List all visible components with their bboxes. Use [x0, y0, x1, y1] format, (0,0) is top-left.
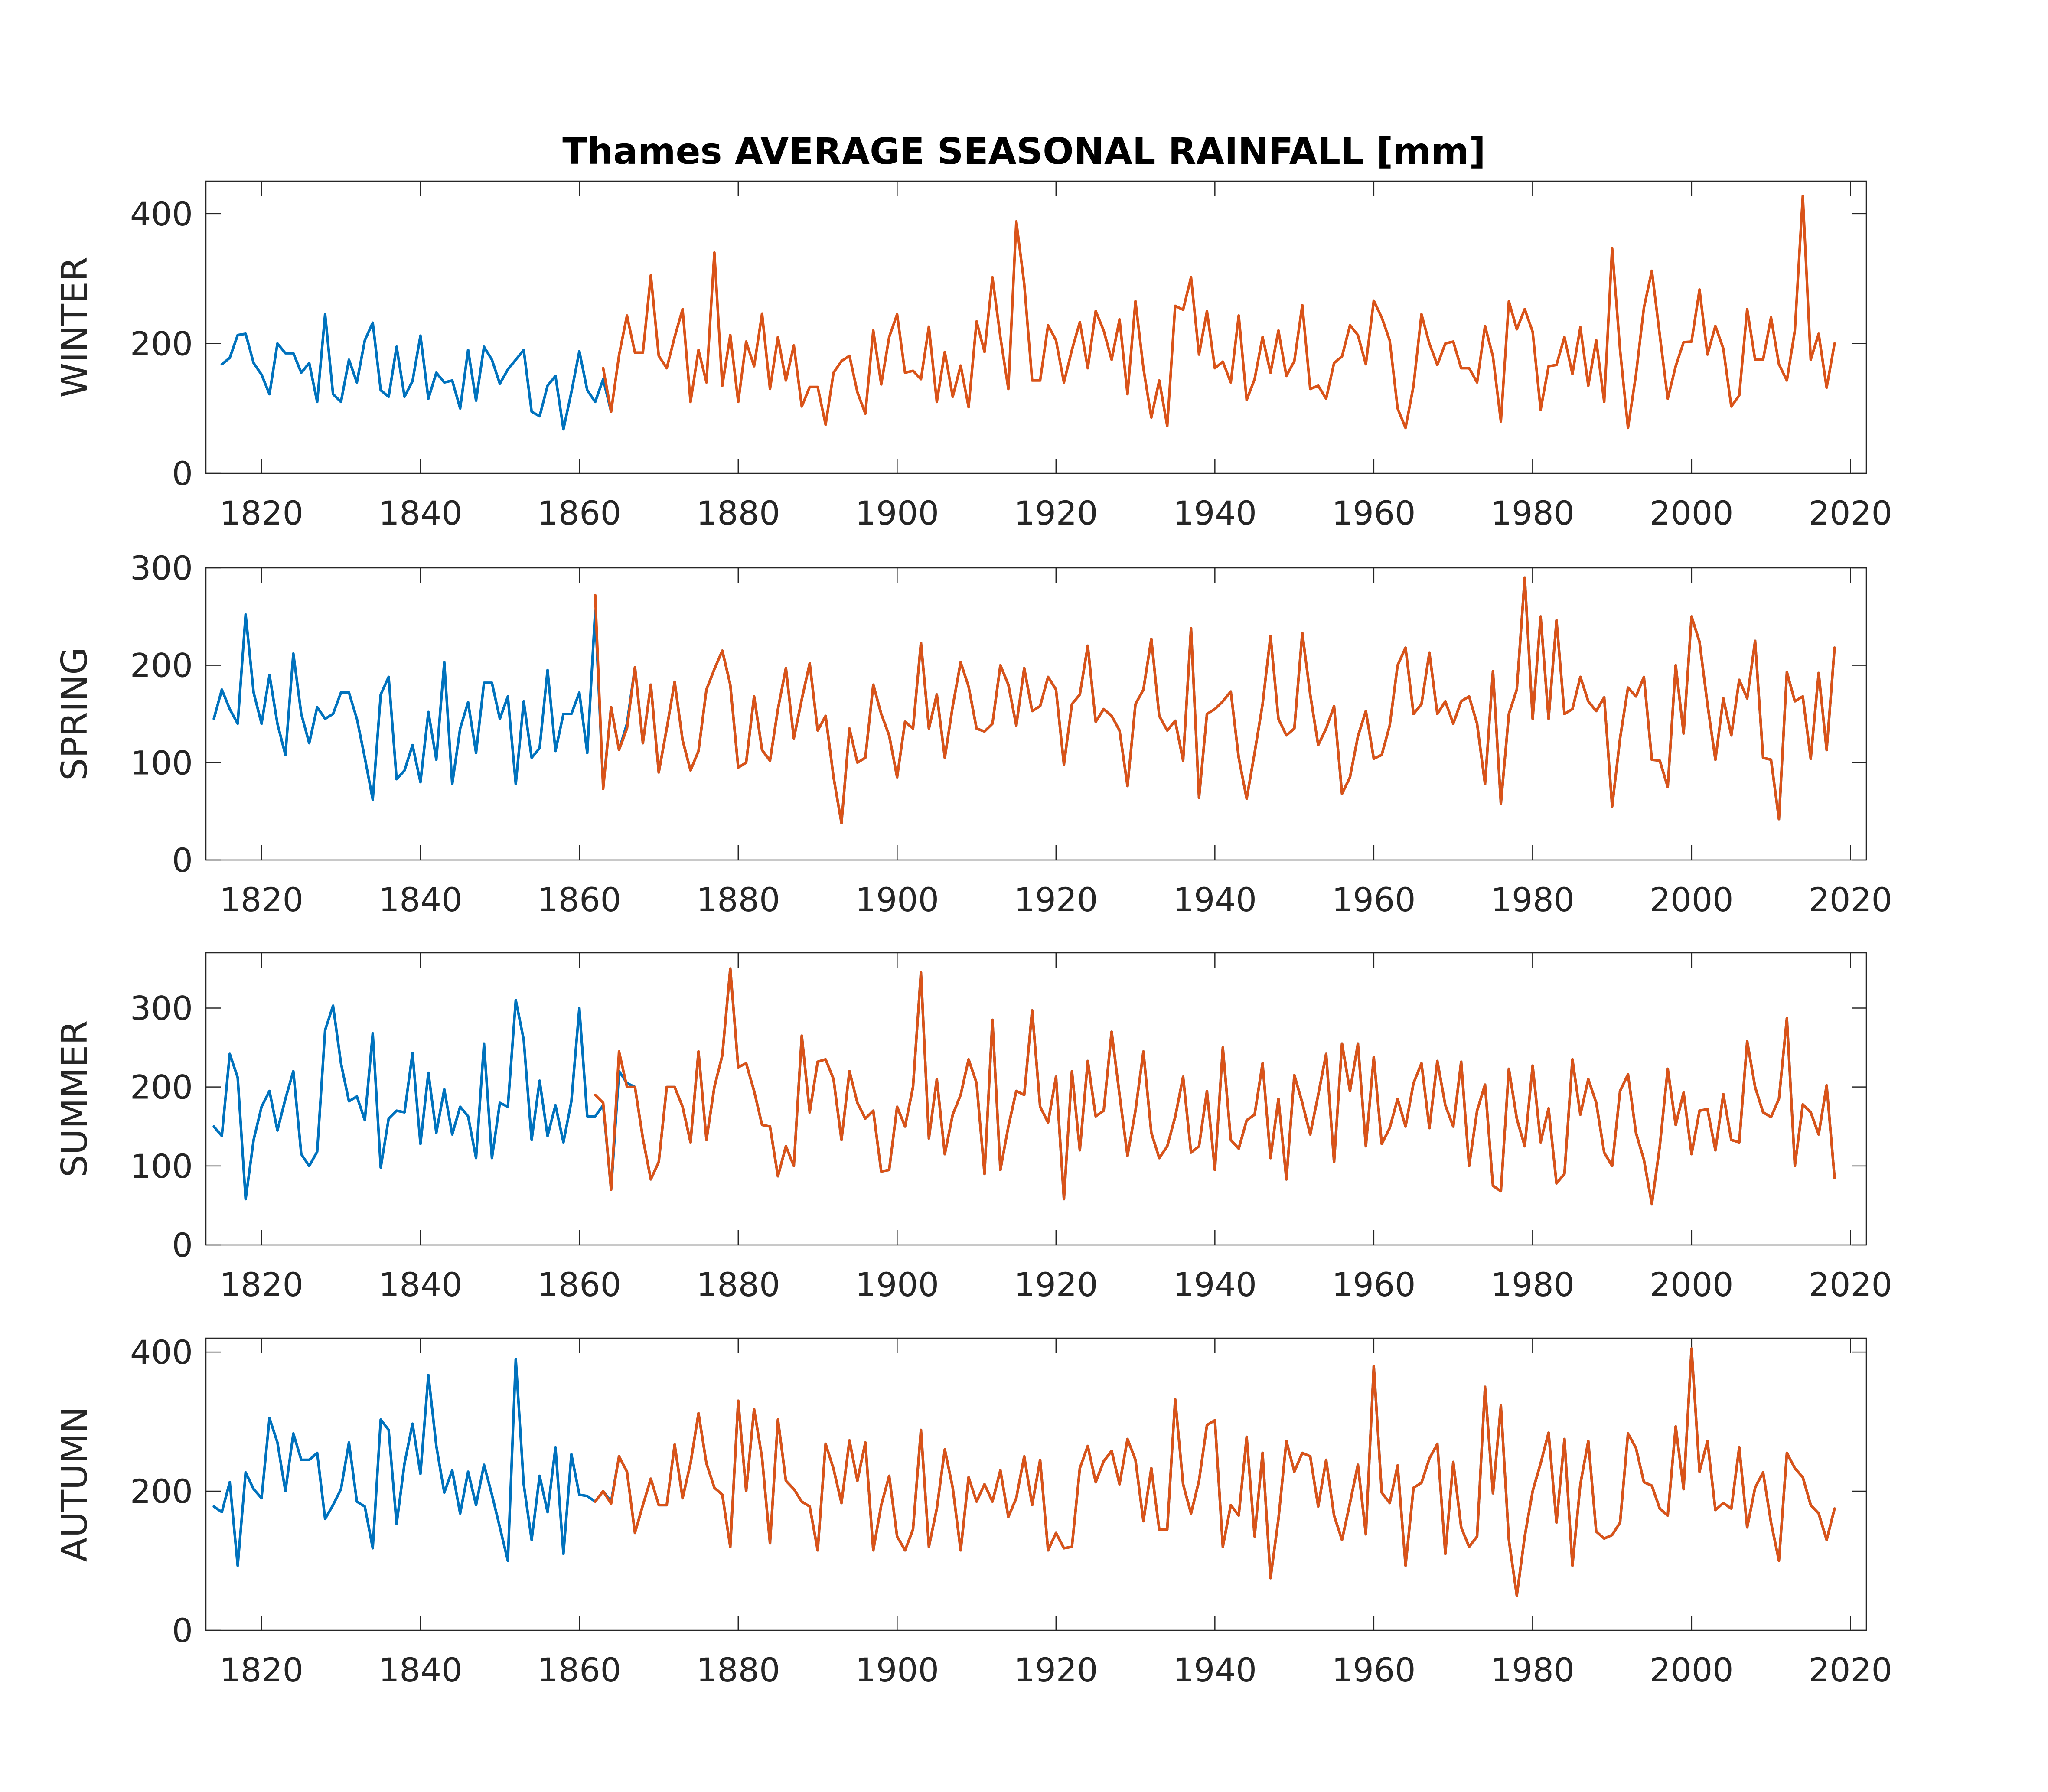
x-tick-label: 1960 [1332, 1651, 1415, 1689]
y-tick-label: 0 [172, 1611, 193, 1650]
x-tick-label: 1900 [855, 880, 939, 919]
y-tick-label: 400 [130, 1333, 193, 1372]
x-tick-label: 1920 [1014, 494, 1098, 532]
y-axis-label-winter: WINTER [54, 257, 95, 397]
x-tick-label: 1940 [1173, 1265, 1257, 1304]
y-tick-label: 100 [130, 1147, 193, 1186]
x-tick-label: 1900 [855, 1651, 939, 1689]
y-tick-label: 0 [172, 1226, 193, 1264]
series-line-summer-2 [594, 967, 1836, 1206]
x-tick-label: 1980 [1491, 1651, 1575, 1689]
x-tick-label: 1960 [1332, 880, 1415, 919]
series-line-autumn-2 [594, 1347, 1836, 1597]
x-tick-label: 1840 [378, 1265, 462, 1304]
x-tick-label: 1900 [855, 1265, 939, 1304]
y-tick-label: 0 [172, 454, 193, 493]
x-tick-label: 1860 [538, 880, 621, 919]
axes-box-winter [205, 180, 1867, 474]
x-tick-label: 1980 [1491, 880, 1575, 919]
y-tick-label: 0 [172, 841, 193, 880]
y-axis-label-autumn: AUTUMN [54, 1407, 95, 1562]
y-axis-label-summer: SUMMER [54, 1020, 95, 1177]
x-tick-label: 1840 [378, 494, 462, 532]
y-tick-label: 200 [130, 1472, 193, 1511]
x-tick-label: 1920 [1014, 1265, 1098, 1304]
x-tick-label: 2000 [1650, 1265, 1733, 1304]
x-tick-label: 1940 [1173, 880, 1257, 919]
x-tick-label: 1960 [1332, 1265, 1415, 1304]
series-line-winter-2 [602, 195, 1836, 430]
y-tick-label: 200 [130, 324, 193, 363]
x-tick-label: 2020 [1809, 880, 1892, 919]
x-tick-label: 1840 [378, 1651, 462, 1689]
x-tick-label: 1980 [1491, 494, 1575, 532]
series-line-spring-1 [212, 576, 1836, 824]
x-tick-label: 1900 [855, 494, 939, 532]
x-tick-label: 2020 [1809, 1265, 1892, 1304]
y-tick-label: 100 [130, 743, 193, 782]
x-tick-label: 1880 [696, 1651, 780, 1689]
series-line-spring-2 [594, 576, 1836, 824]
x-tick-label: 1820 [220, 1265, 303, 1304]
y-tick-label: 300 [130, 989, 193, 1028]
series-line-winter-1 [220, 313, 613, 431]
x-tick-label: 1860 [538, 1265, 621, 1304]
x-tick-label: 1820 [220, 1651, 303, 1689]
axes-box-spring [205, 567, 1867, 861]
x-tick-label: 1880 [696, 494, 780, 532]
axes-box-summer [205, 952, 1867, 1246]
panel-summer: 1820 1840 1860 1880 1900 1920 1940 1960 1980 2000… [54, 952, 1892, 1304]
x-tick-label: 1920 [1014, 1651, 1098, 1689]
x-tick-label: 1940 [1173, 494, 1257, 532]
x-tick-label: 1880 [696, 880, 780, 919]
x-tick-label: 1860 [538, 1651, 621, 1689]
y-axis-label-spring: SPRING [54, 647, 95, 781]
y-tick-label: 300 [130, 549, 193, 587]
panel-winter: 1820 1840 1860 1880 1900 1920 1940 1960 1980 2000… [54, 180, 1892, 532]
panel-autumn: 1820 1840 1860 1880 1900 1920 1940 1960 1980 2000… [54, 1333, 1892, 1689]
x-tick-label: 2020 [1809, 1651, 1892, 1689]
x-tick-label: 1820 [220, 880, 303, 919]
y-tick-label: 400 [130, 195, 193, 233]
x-tick-label: 1820 [220, 494, 303, 532]
x-tick-label: 1940 [1173, 1651, 1257, 1689]
y-tick-label: 200 [130, 1068, 193, 1107]
x-tick-label: 2020 [1809, 494, 1892, 532]
y-tick-label: 200 [130, 646, 193, 685]
x-tick-label: 1880 [696, 1265, 780, 1304]
x-tick-label: 1980 [1491, 1265, 1575, 1304]
panel-spring: 1820 1840 1860 1880 1900 1920 1940 1960 1980 2000… [54, 549, 1892, 919]
chart-title: Thames AVERAGE SEASONAL RAINFALL [mm] [562, 130, 1486, 173]
panels: 1820 1840 1860 1880 1900 1920 1940 1960 1980 2000… [54, 180, 1892, 1689]
axes-box-autumn [205, 1337, 1867, 1631]
x-tick-label: 1920 [1014, 880, 1098, 919]
x-tick-label: 1860 [538, 494, 621, 532]
x-tick-label: 1960 [1332, 494, 1415, 532]
x-tick-label: 2000 [1650, 880, 1733, 919]
x-tick-label: 2000 [1650, 1651, 1733, 1689]
x-tick-label: 1840 [378, 880, 462, 919]
x-tick-label: 2000 [1650, 494, 1733, 532]
